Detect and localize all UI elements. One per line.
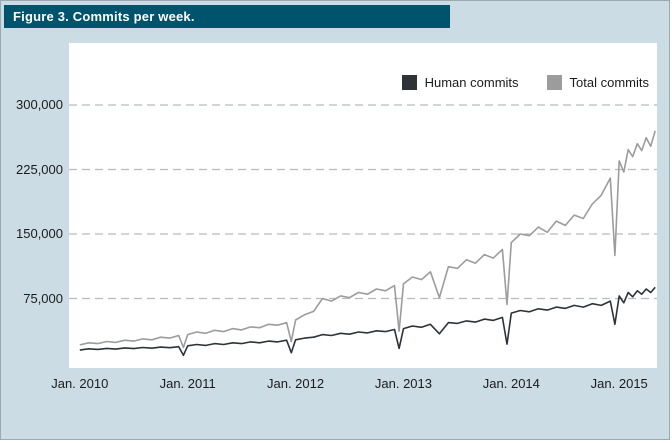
y-tick-label: 150,000 <box>16 226 63 241</box>
total-commits-swatch <box>546 75 562 90</box>
y-tick-label: 300,000 <box>16 97 63 112</box>
x-tick-label: Jan. 2010 <box>51 376 109 391</box>
x-tick-label: Jan. 2014 <box>482 376 540 391</box>
figure-title: Figure 3. Commits per week. <box>13 9 195 24</box>
y-tick-label: 75,000 <box>23 290 63 306</box>
total-commits-line <box>79 130 656 349</box>
human-commits-swatch <box>401 75 417 90</box>
x-tick-label: Jan. 2012 <box>267 376 325 391</box>
plot-area <box>69 43 657 368</box>
legend-label-total-commits: Total commits <box>569 75 649 90</box>
y-tick-label: 225,000 <box>16 161 63 177</box>
chart-legend: Human commits Total commits <box>401 75 649 90</box>
figure-title-bar: Figure 3. Commits per week. <box>4 5 450 28</box>
x-tick-label: Jan. 2011 <box>159 376 216 391</box>
legend-label-human-commits: Human commits <box>424 75 519 90</box>
x-tick-label: Jan. 2015 <box>590 376 648 391</box>
x-tick-label: Jan. 2013 <box>374 376 432 391</box>
legend-item-total-commits: Total commits <box>546 75 649 90</box>
legend-item-human-commits: Human commits <box>401 75 519 90</box>
human-commits-line <box>79 286 656 357</box>
